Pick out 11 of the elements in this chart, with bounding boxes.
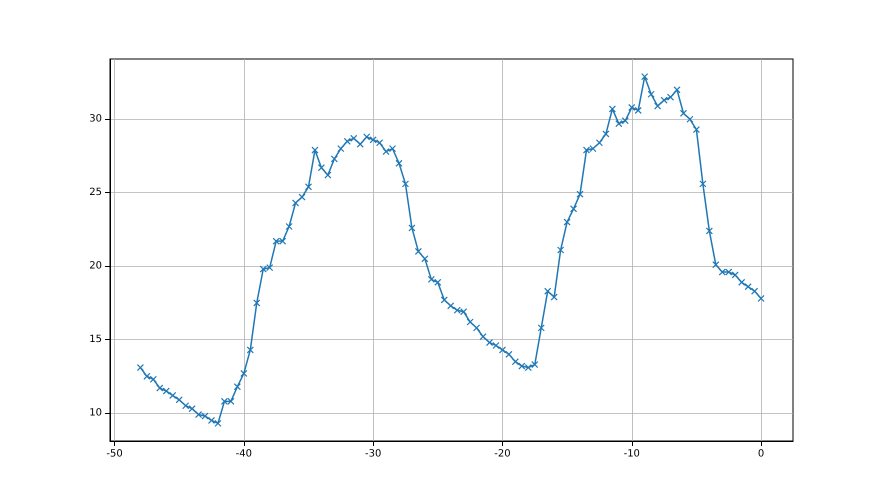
x-tick-label: -10 [624, 448, 640, 460]
x-tick-label: -30 [364, 448, 382, 460]
y-tick-label: 25 [89, 187, 102, 198]
y-tick-label: 20 [89, 260, 102, 272]
y-tick-label: 15 [89, 334, 102, 346]
y-tick-label: 10 [89, 408, 102, 419]
x-tick-label: 0 [758, 448, 764, 460]
y-tick-label: 30 [89, 114, 102, 125]
x-tick-label: -20 [494, 448, 511, 460]
x-tick-label: -50 [106, 448, 123, 460]
x-tick-label: -40 [236, 448, 252, 460]
